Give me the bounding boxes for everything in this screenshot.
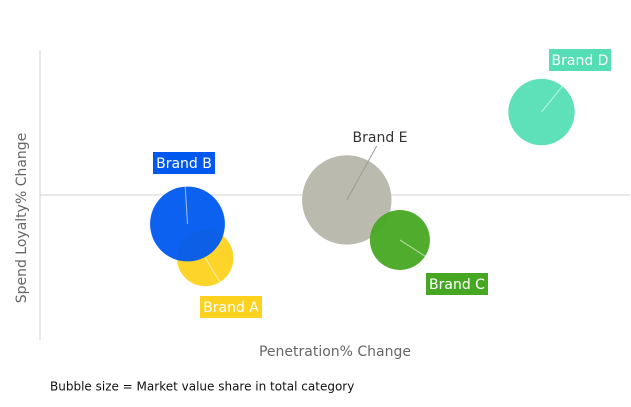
legend-label: Brand A (203, 300, 259, 316)
label-box (200, 296, 262, 318)
leader-line (541, 68, 577, 113)
legend-label: Brand C (429, 277, 485, 293)
leader-line (204, 257, 229, 297)
x-axis-label: Penetration% Change (259, 344, 411, 360)
leader-line (346, 145, 378, 201)
legend-label: Brand E (353, 130, 408, 146)
bubble (508, 78, 575, 146)
label-box (153, 152, 215, 174)
note: Bubble size = Market value share in tota… (50, 380, 354, 394)
label-box (549, 49, 611, 71)
legend-label: Brand B (156, 156, 212, 172)
y-axis-label: Spend Loyalty% Change (14, 133, 30, 304)
label-box (426, 273, 488, 295)
leader-line (399, 239, 452, 274)
legend-label: Brand D (552, 53, 609, 69)
leader-line (183, 171, 188, 225)
